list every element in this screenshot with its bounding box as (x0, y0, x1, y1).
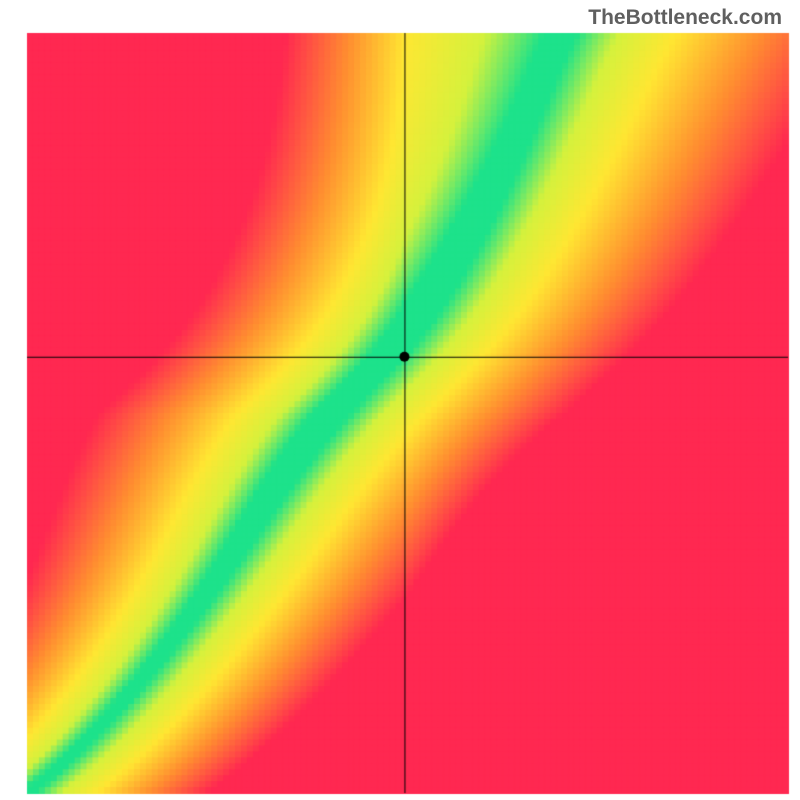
bottleneck-heatmap (0, 0, 800, 800)
watermark-text: TheBottleneck.com (588, 6, 782, 30)
chart-container: TheBottleneck.com (0, 0, 800, 800)
